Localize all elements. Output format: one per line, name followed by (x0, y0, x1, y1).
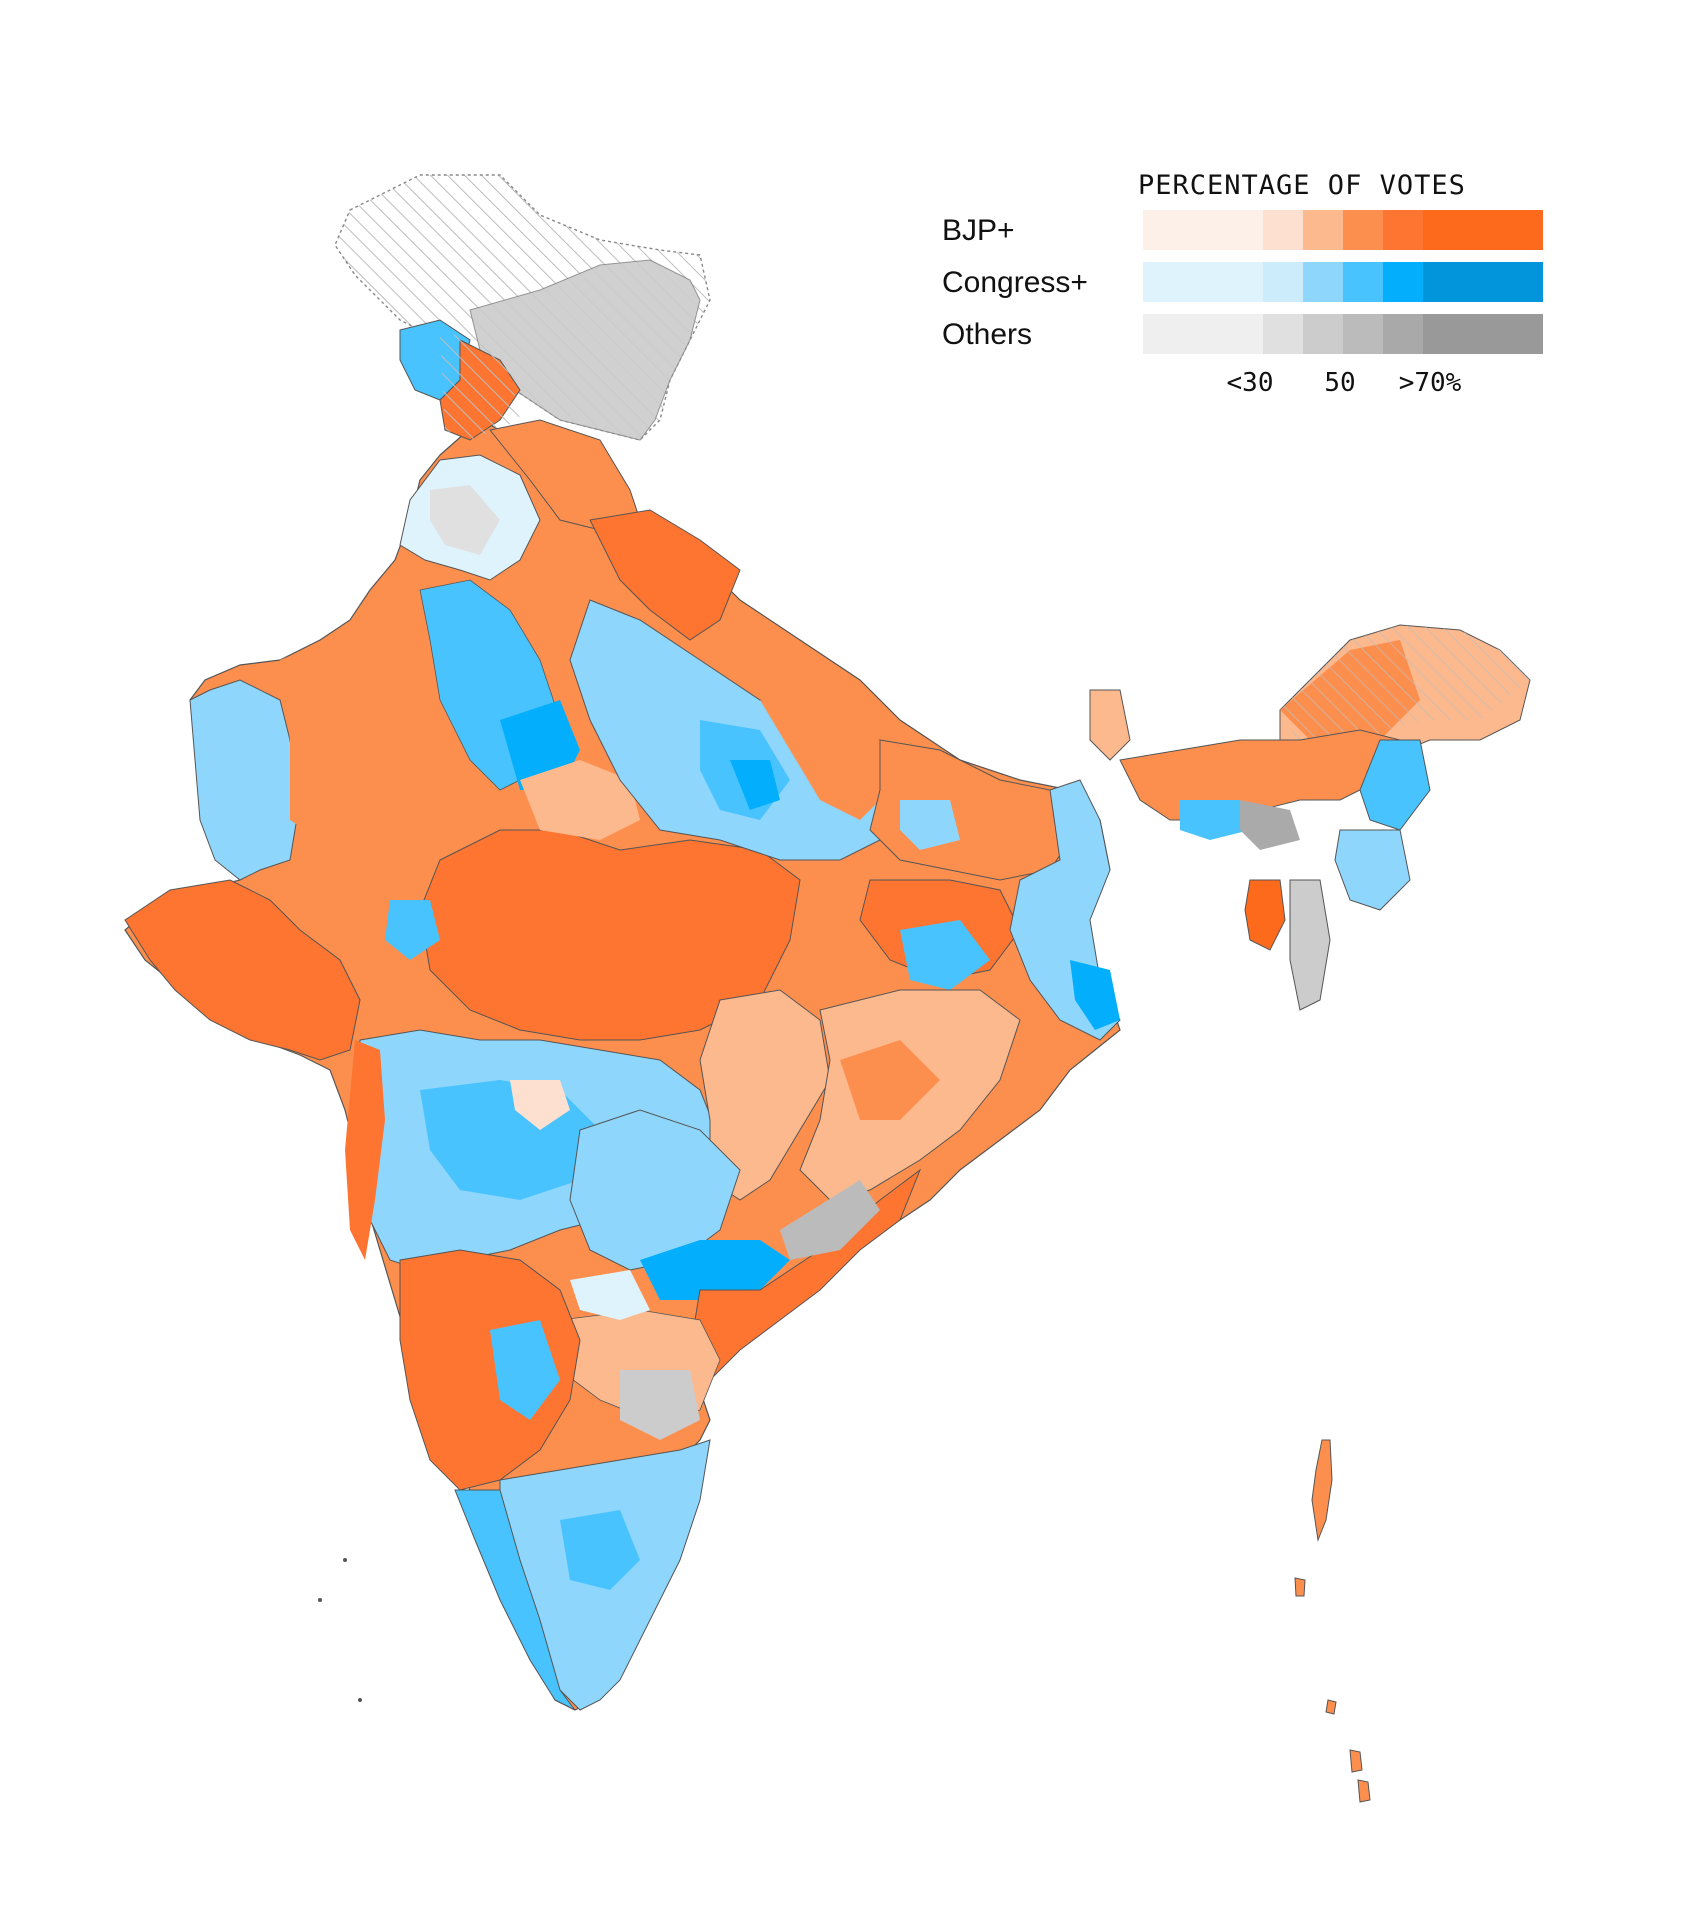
legend-swatch (1503, 262, 1543, 302)
legend-swatch (1263, 210, 1303, 250)
legend-swatch (1503, 210, 1543, 250)
chhattisgarh-region (699, 989, 831, 1201)
karnataka-region (399, 1249, 581, 1491)
uttar-pradesh-congress-high (730, 760, 780, 810)
legend-swatch (1303, 314, 1343, 354)
legend-swatch (1263, 262, 1303, 302)
maharashtra-bjp-low (510, 1080, 570, 1130)
legend-swatch (1303, 262, 1343, 302)
legend-swatch (1383, 262, 1423, 302)
legend-swatch (1343, 262, 1383, 302)
andhra-others-region (780, 1180, 880, 1260)
west-bengal-congress-high (1070, 960, 1120, 1030)
legend-swatch (1223, 314, 1263, 354)
uttarakhand-region (589, 509, 741, 641)
nicobar-island-4 (1357, 1779, 1371, 1803)
legend-tick-low: <30 (1226, 368, 1274, 398)
uttar-pradesh-bjp (760, 700, 890, 820)
legend-swatch (1143, 314, 1183, 354)
legend-swatch (1423, 262, 1463, 302)
legend-swatch (1463, 262, 1503, 302)
legend-tick-mid: 50 (1324, 368, 1356, 398)
lakshadweep-island-1 (343, 1558, 347, 1562)
nicobar-island-1 (1294, 1577, 1306, 1597)
legend-swatch (1223, 262, 1263, 302)
nicobar-island-3 (1349, 1749, 1363, 1773)
jharkhand-congress (900, 920, 990, 990)
mizoram-others (1289, 879, 1331, 1011)
kashmir-hatch-overlay (440, 335, 520, 440)
sikkim-bjp-low (1089, 689, 1131, 761)
legend-swatch (1463, 314, 1503, 354)
legend-swatch (1143, 210, 1183, 250)
bihar-congress (900, 800, 960, 850)
legend-tick-high: >70% (1398, 368, 1462, 398)
legend-swatch (1463, 210, 1503, 250)
legend-swatch (1383, 210, 1423, 250)
legend-title: PERCENTAGE OF VOTES (1138, 170, 1466, 201)
odisha-bjp-mid (840, 1040, 940, 1120)
karnataka-congress-low (570, 1270, 650, 1320)
legend-swatch (1343, 314, 1383, 354)
legend-swatch (1303, 210, 1343, 250)
maharashtra-coast-bjp (345, 1040, 385, 1260)
meghalaya-congress (1180, 800, 1250, 840)
madhya-pradesh-congress (385, 900, 440, 960)
telangana-congress-high (640, 1240, 790, 1300)
legend-swatch (1183, 314, 1223, 354)
tripura-bjp (1244, 879, 1286, 951)
arunachal-hatch-overlay (1280, 625, 1530, 745)
punjab-others-region (430, 485, 500, 555)
legend-swatch (1263, 314, 1303, 354)
madhya-pradesh-bjp-low (520, 760, 640, 840)
legend-swatches-bjp (1143, 210, 1543, 250)
legend-label-bjp: BJP+ (942, 214, 1015, 247)
andaman-islands (1311, 1439, 1333, 1542)
karnataka-congress (490, 1320, 560, 1420)
tamil-nadu-congress-mid (560, 1510, 640, 1590)
meghalaya-others (1240, 800, 1300, 850)
legend-label-congress: Congress+ (942, 266, 1088, 299)
lakshadweep-island-3 (358, 1698, 362, 1702)
legend-swatch (1503, 314, 1543, 354)
rajasthan-west-region (189, 679, 301, 881)
legend-swatch (1343, 210, 1383, 250)
kerala-region (454, 1489, 576, 1711)
legend-swatches-congress (1143, 262, 1543, 302)
rajasthan-central-region (280, 620, 440, 840)
legend-swatch (1423, 314, 1463, 354)
lakshadweep-island-2 (318, 1598, 322, 1602)
legend-swatch (1183, 262, 1223, 302)
legend-swatch (1183, 210, 1223, 250)
manipur-congress-low (1334, 829, 1411, 911)
legend-swatch (1223, 210, 1263, 250)
nicobar-island-2 (1325, 1699, 1337, 1715)
legend-swatches-others (1143, 314, 1543, 354)
legend-swatch (1423, 210, 1463, 250)
legend-label-others: Others (942, 318, 1033, 351)
legend-swatch (1383, 314, 1423, 354)
gujarat-region (124, 879, 361, 1061)
andhra-south-others (620, 1370, 700, 1440)
legend-swatch (1143, 262, 1183, 302)
